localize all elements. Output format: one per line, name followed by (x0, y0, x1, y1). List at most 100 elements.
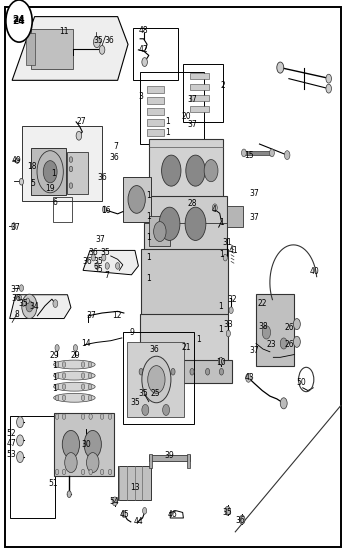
Circle shape (219, 368, 224, 375)
Circle shape (55, 469, 59, 475)
Circle shape (326, 74, 331, 83)
Bar (141, 249, 228, 315)
Polygon shape (83, 250, 138, 275)
Circle shape (55, 414, 59, 419)
Circle shape (218, 357, 223, 365)
Text: 53: 53 (7, 450, 16, 459)
Circle shape (81, 414, 85, 419)
Polygon shape (12, 17, 128, 80)
Circle shape (62, 430, 80, 458)
Text: 36: 36 (89, 248, 98, 257)
Text: 43: 43 (244, 373, 254, 382)
Text: 30: 30 (81, 440, 91, 449)
Circle shape (122, 511, 126, 517)
Circle shape (55, 362, 59, 367)
Circle shape (148, 366, 165, 393)
Text: 1: 1 (146, 212, 151, 220)
Text: 38: 38 (258, 322, 268, 331)
Circle shape (69, 157, 73, 162)
Bar (227, 206, 243, 227)
Circle shape (81, 384, 85, 389)
Bar (183, 64, 223, 122)
Text: 36: 36 (236, 516, 245, 525)
Bar (31, 29, 73, 69)
Bar (67, 152, 88, 194)
Circle shape (65, 453, 77, 473)
Bar (26, 33, 35, 65)
Circle shape (108, 414, 112, 419)
Text: 54: 54 (109, 497, 119, 506)
Circle shape (229, 307, 233, 314)
Bar (244, 151, 272, 155)
Bar (190, 84, 209, 90)
Text: 37: 37 (249, 346, 259, 355)
Circle shape (280, 398, 287, 409)
Bar (190, 106, 209, 112)
Text: 37: 37 (10, 285, 20, 294)
Circle shape (293, 319, 300, 330)
Circle shape (53, 300, 58, 307)
Text: 1: 1 (165, 117, 170, 126)
Text: 1: 1 (197, 335, 201, 343)
Text: 35: 35 (94, 265, 103, 274)
Text: 37: 37 (187, 95, 197, 104)
Circle shape (226, 330, 230, 337)
Text: 22: 22 (257, 299, 267, 307)
Text: 11: 11 (59, 27, 69, 36)
Text: 19: 19 (45, 184, 55, 193)
Circle shape (62, 362, 66, 367)
Text: 35: 35 (223, 508, 233, 517)
Text: 29: 29 (50, 351, 60, 360)
Text: 35: 35 (19, 299, 28, 308)
Text: 26: 26 (284, 340, 294, 349)
Circle shape (116, 263, 120, 269)
Bar (133, 28, 178, 80)
Circle shape (37, 151, 63, 193)
Circle shape (242, 149, 246, 157)
Text: 2: 2 (221, 81, 226, 90)
Circle shape (142, 356, 171, 403)
Circle shape (84, 430, 101, 458)
Text: 33: 33 (224, 320, 233, 329)
Bar (123, 177, 151, 222)
Circle shape (171, 368, 175, 375)
Bar (127, 342, 184, 417)
Text: 47: 47 (7, 439, 16, 448)
Bar (140, 314, 228, 361)
Circle shape (154, 222, 166, 242)
Text: 36: 36 (82, 257, 92, 266)
Bar (123, 332, 194, 424)
Circle shape (212, 204, 217, 212)
Bar (22, 126, 102, 201)
Circle shape (206, 368, 210, 375)
Text: 46: 46 (167, 510, 177, 519)
Circle shape (17, 435, 24, 446)
Text: 7: 7 (113, 142, 118, 151)
Circle shape (18, 295, 22, 301)
Text: 18: 18 (27, 162, 37, 171)
Text: 44: 44 (134, 517, 143, 526)
Bar (31, 148, 66, 195)
Text: 36: 36 (150, 345, 160, 353)
Circle shape (17, 417, 24, 428)
Circle shape (12, 223, 16, 229)
Text: 1: 1 (219, 218, 224, 227)
Circle shape (62, 384, 66, 389)
Circle shape (55, 395, 59, 401)
Bar (187, 454, 190, 468)
Bar (256, 294, 294, 366)
Text: 1: 1 (218, 325, 223, 334)
Circle shape (143, 507, 147, 514)
Bar (10, 416, 55, 518)
Text: 26: 26 (284, 324, 294, 332)
Circle shape (284, 151, 290, 160)
Text: 48: 48 (139, 26, 148, 35)
Circle shape (81, 373, 85, 378)
Text: 37: 37 (249, 213, 259, 222)
Text: 24: 24 (13, 17, 25, 25)
Circle shape (225, 506, 230, 515)
Ellipse shape (54, 360, 95, 369)
Circle shape (62, 395, 66, 401)
Circle shape (26, 301, 33, 312)
Text: 20: 20 (181, 112, 191, 121)
